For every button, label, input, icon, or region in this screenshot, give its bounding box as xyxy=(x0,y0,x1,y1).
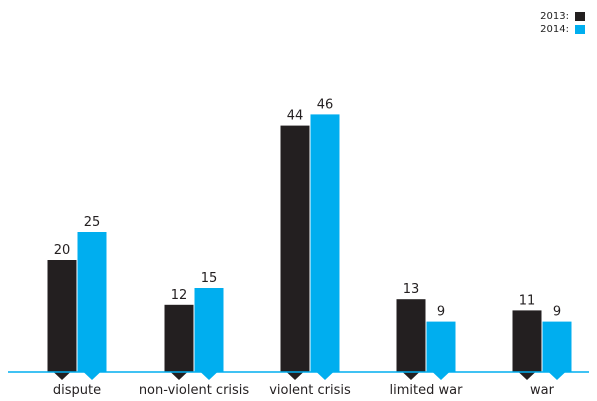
bar-notch-2014-non-violent-crisis xyxy=(200,372,218,380)
bar-2014-violent-crisis xyxy=(310,114,340,373)
data-label-2014-violent-crisis: 46 xyxy=(317,97,334,112)
bar-notch-2014-limited-war xyxy=(432,372,450,380)
data-label-2014-dispute: 25 xyxy=(84,215,101,230)
bar-2014-war xyxy=(542,321,572,372)
legend-label-2014: 2014: xyxy=(540,24,569,35)
data-label-2013-non-violent-crisis: 12 xyxy=(171,288,188,303)
legend-item-2014: 2014: xyxy=(540,23,585,36)
bar-2013-non-violent-crisis xyxy=(164,304,194,372)
x-tick-label-limited-war: limited war xyxy=(390,383,464,398)
bar-notch-2014-war xyxy=(548,372,566,380)
labels-layer: 20 25 12 15 44 46 13 9 11 9 xyxy=(54,97,561,319)
data-label-2013-war: 11 xyxy=(519,293,536,308)
data-label-2014-non-violent-crisis: 15 xyxy=(201,271,218,286)
legend-label-2013: 2013: xyxy=(540,11,569,22)
bar-notch-2013-limited-war xyxy=(402,372,420,380)
legend-swatch-2013 xyxy=(575,12,585,21)
bar-2014-non-violent-crisis xyxy=(194,288,224,372)
bar-2013-dispute xyxy=(47,260,77,372)
bars-layer xyxy=(47,114,572,380)
x-tick-label-war: war xyxy=(530,383,555,398)
x-tick-label-violent-crisis: violent crisis xyxy=(269,383,351,398)
data-label-2013-violent-crisis: 44 xyxy=(287,109,304,124)
bar-notch-2013-dispute xyxy=(53,372,71,380)
x-tick-label-dispute: dispute xyxy=(53,383,101,398)
data-label-2013-dispute: 20 xyxy=(54,243,71,258)
data-label-2013-limited-war: 13 xyxy=(403,282,420,297)
legend: 2013: 2014: xyxy=(540,10,585,36)
bar-2014-dispute xyxy=(77,232,107,372)
data-label-2014-limited-war: 9 xyxy=(437,305,445,320)
bar-2013-war xyxy=(512,310,542,372)
bar-2013-violent-crisis xyxy=(280,125,310,372)
bar-notch-2013-non-violent-crisis xyxy=(170,372,188,380)
bar-notch-2013-violent-crisis xyxy=(286,372,304,380)
legend-item-2013: 2013: xyxy=(540,10,585,23)
axis-layer: dispute non-violent crisis violent crisis l… xyxy=(8,371,589,398)
x-tick-label-non-violent-crisis: non-violent crisis xyxy=(139,383,250,398)
bar-notch-2014-violent-crisis xyxy=(316,372,334,380)
bar-notch-2013-war xyxy=(518,372,536,380)
bar-2013-limited-war xyxy=(396,299,426,372)
legend-swatch-2014 xyxy=(575,25,585,34)
data-label-2014-war: 9 xyxy=(553,305,561,320)
bar-2014-limited-war xyxy=(426,321,456,372)
bar-notch-2014-dispute xyxy=(83,372,101,380)
